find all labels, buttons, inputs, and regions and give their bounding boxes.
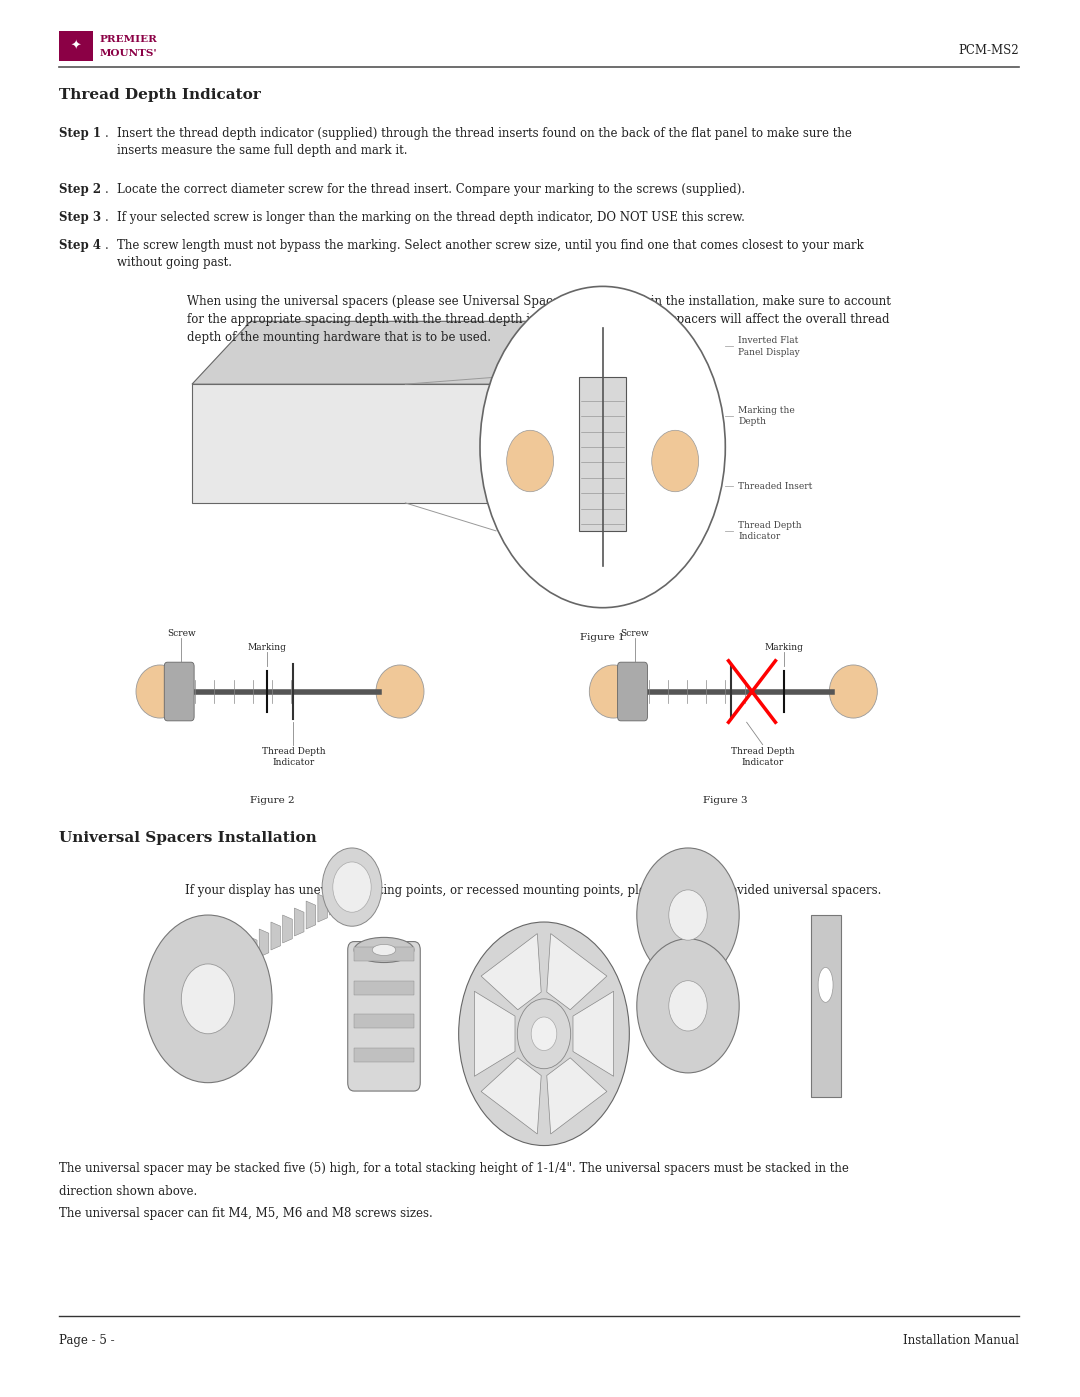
Text: If your selected screw is longer than the marking on the thread depth indicator,: If your selected screw is longer than th… bbox=[118, 211, 745, 224]
Text: The universal spacer can fit M4, M5, M6 and M8 screws sizes.: The universal spacer can fit M4, M5, M6 … bbox=[58, 1207, 432, 1220]
Bar bbox=[354, 947, 414, 961]
Circle shape bbox=[669, 890, 707, 940]
Text: .: . bbox=[105, 239, 108, 251]
Text: .: . bbox=[105, 127, 108, 140]
Circle shape bbox=[669, 981, 707, 1031]
Text: Threaded Insert: Threaded Insert bbox=[738, 482, 812, 490]
Text: Universal Spacers Installation: Universal Spacers Installation bbox=[58, 831, 316, 845]
Circle shape bbox=[637, 939, 739, 1073]
Text: Insert the thread depth indicator (supplied) through the thread inserts found on: Insert the thread depth indicator (suppl… bbox=[118, 127, 852, 156]
Circle shape bbox=[517, 999, 570, 1069]
Text: direction shown above.: direction shown above. bbox=[58, 1185, 197, 1197]
FancyBboxPatch shape bbox=[164, 662, 194, 721]
Bar bbox=[354, 1014, 414, 1028]
Polygon shape bbox=[474, 992, 515, 1076]
Circle shape bbox=[480, 286, 726, 608]
Polygon shape bbox=[481, 1058, 541, 1134]
Bar bbox=[354, 981, 414, 995]
Polygon shape bbox=[573, 992, 613, 1076]
Polygon shape bbox=[306, 901, 315, 929]
Text: Step 4: Step 4 bbox=[58, 239, 100, 251]
Text: Screw: Screw bbox=[620, 630, 649, 638]
Polygon shape bbox=[546, 933, 607, 1010]
Ellipse shape bbox=[373, 944, 395, 956]
Ellipse shape bbox=[376, 665, 424, 718]
Text: The screw length must not bypass the marking. Select another screw size, until y: The screw length must not bypass the mar… bbox=[118, 239, 864, 268]
Text: If your display has uneven mounting points, or recessed mounting points, please : If your display has uneven mounting poin… bbox=[185, 884, 881, 897]
Bar bbox=[811, 915, 840, 1097]
Polygon shape bbox=[235, 943, 245, 971]
Text: Thread Depth
Indicator: Thread Depth Indicator bbox=[738, 521, 801, 541]
Text: Installation Manual: Installation Manual bbox=[903, 1334, 1018, 1347]
Text: Thread Depth
Indicator: Thread Depth Indicator bbox=[261, 747, 325, 767]
Text: ✦: ✦ bbox=[70, 39, 81, 53]
Text: Figure 1: Figure 1 bbox=[580, 633, 625, 641]
Text: When using the universal spacers (please see Universal Spacers Installation) in : When using the universal spacers (please… bbox=[187, 295, 891, 344]
Circle shape bbox=[507, 430, 554, 492]
Text: Thread Depth
Indicator: Thread Depth Indicator bbox=[731, 747, 795, 767]
Polygon shape bbox=[329, 887, 339, 915]
Polygon shape bbox=[295, 908, 303, 936]
Text: MOUNTS': MOUNTS' bbox=[99, 49, 157, 57]
Bar bbox=[579, 377, 626, 531]
Text: Marking: Marking bbox=[247, 644, 286, 652]
Text: Locate the correct diameter screw for the thread insert. Compare your marking to: Locate the correct diameter screw for th… bbox=[118, 183, 745, 196]
FancyBboxPatch shape bbox=[58, 31, 93, 61]
Circle shape bbox=[322, 848, 382, 926]
Circle shape bbox=[181, 964, 234, 1034]
Ellipse shape bbox=[819, 967, 833, 1003]
Circle shape bbox=[459, 922, 630, 1146]
Text: PCM-MS2: PCM-MS2 bbox=[958, 43, 1018, 57]
Polygon shape bbox=[546, 1058, 607, 1134]
Polygon shape bbox=[534, 321, 592, 503]
Text: Inverted Flat
Panel Display: Inverted Flat Panel Display bbox=[738, 337, 800, 356]
Polygon shape bbox=[247, 936, 257, 964]
Polygon shape bbox=[318, 894, 327, 922]
Text: .: . bbox=[105, 211, 108, 224]
Text: Step 2: Step 2 bbox=[58, 183, 100, 196]
Polygon shape bbox=[224, 950, 233, 978]
Ellipse shape bbox=[829, 665, 877, 718]
Circle shape bbox=[531, 1017, 557, 1051]
Circle shape bbox=[651, 430, 699, 492]
Text: The universal spacer may be stacked five (5) high, for a total stacking height o: The universal spacer may be stacked five… bbox=[58, 1162, 849, 1175]
Text: Step 3: Step 3 bbox=[58, 211, 100, 224]
Ellipse shape bbox=[590, 665, 637, 718]
Text: PREMIER: PREMIER bbox=[99, 35, 157, 43]
Polygon shape bbox=[259, 929, 269, 957]
Ellipse shape bbox=[354, 937, 414, 963]
Text: Figure 2: Figure 2 bbox=[249, 796, 295, 805]
Polygon shape bbox=[192, 384, 534, 503]
Text: Step 1: Step 1 bbox=[58, 127, 100, 140]
FancyBboxPatch shape bbox=[618, 662, 647, 721]
Text: Thread Depth Indicator: Thread Depth Indicator bbox=[58, 88, 260, 102]
Text: Marking the
Depth: Marking the Depth bbox=[738, 407, 795, 426]
Text: Page - 5 -: Page - 5 - bbox=[58, 1334, 114, 1347]
FancyBboxPatch shape bbox=[348, 942, 420, 1091]
Circle shape bbox=[637, 848, 739, 982]
Circle shape bbox=[144, 915, 272, 1083]
Ellipse shape bbox=[136, 665, 184, 718]
Text: .: . bbox=[105, 183, 108, 196]
Polygon shape bbox=[481, 933, 541, 1010]
Text: Screw: Screw bbox=[167, 630, 195, 638]
Text: Marking: Marking bbox=[765, 644, 804, 652]
Text: Figure 3: Figure 3 bbox=[703, 796, 747, 805]
Polygon shape bbox=[192, 321, 592, 384]
Polygon shape bbox=[283, 915, 293, 943]
Polygon shape bbox=[271, 922, 281, 950]
Circle shape bbox=[333, 862, 372, 912]
Bar bbox=[354, 1048, 414, 1062]
